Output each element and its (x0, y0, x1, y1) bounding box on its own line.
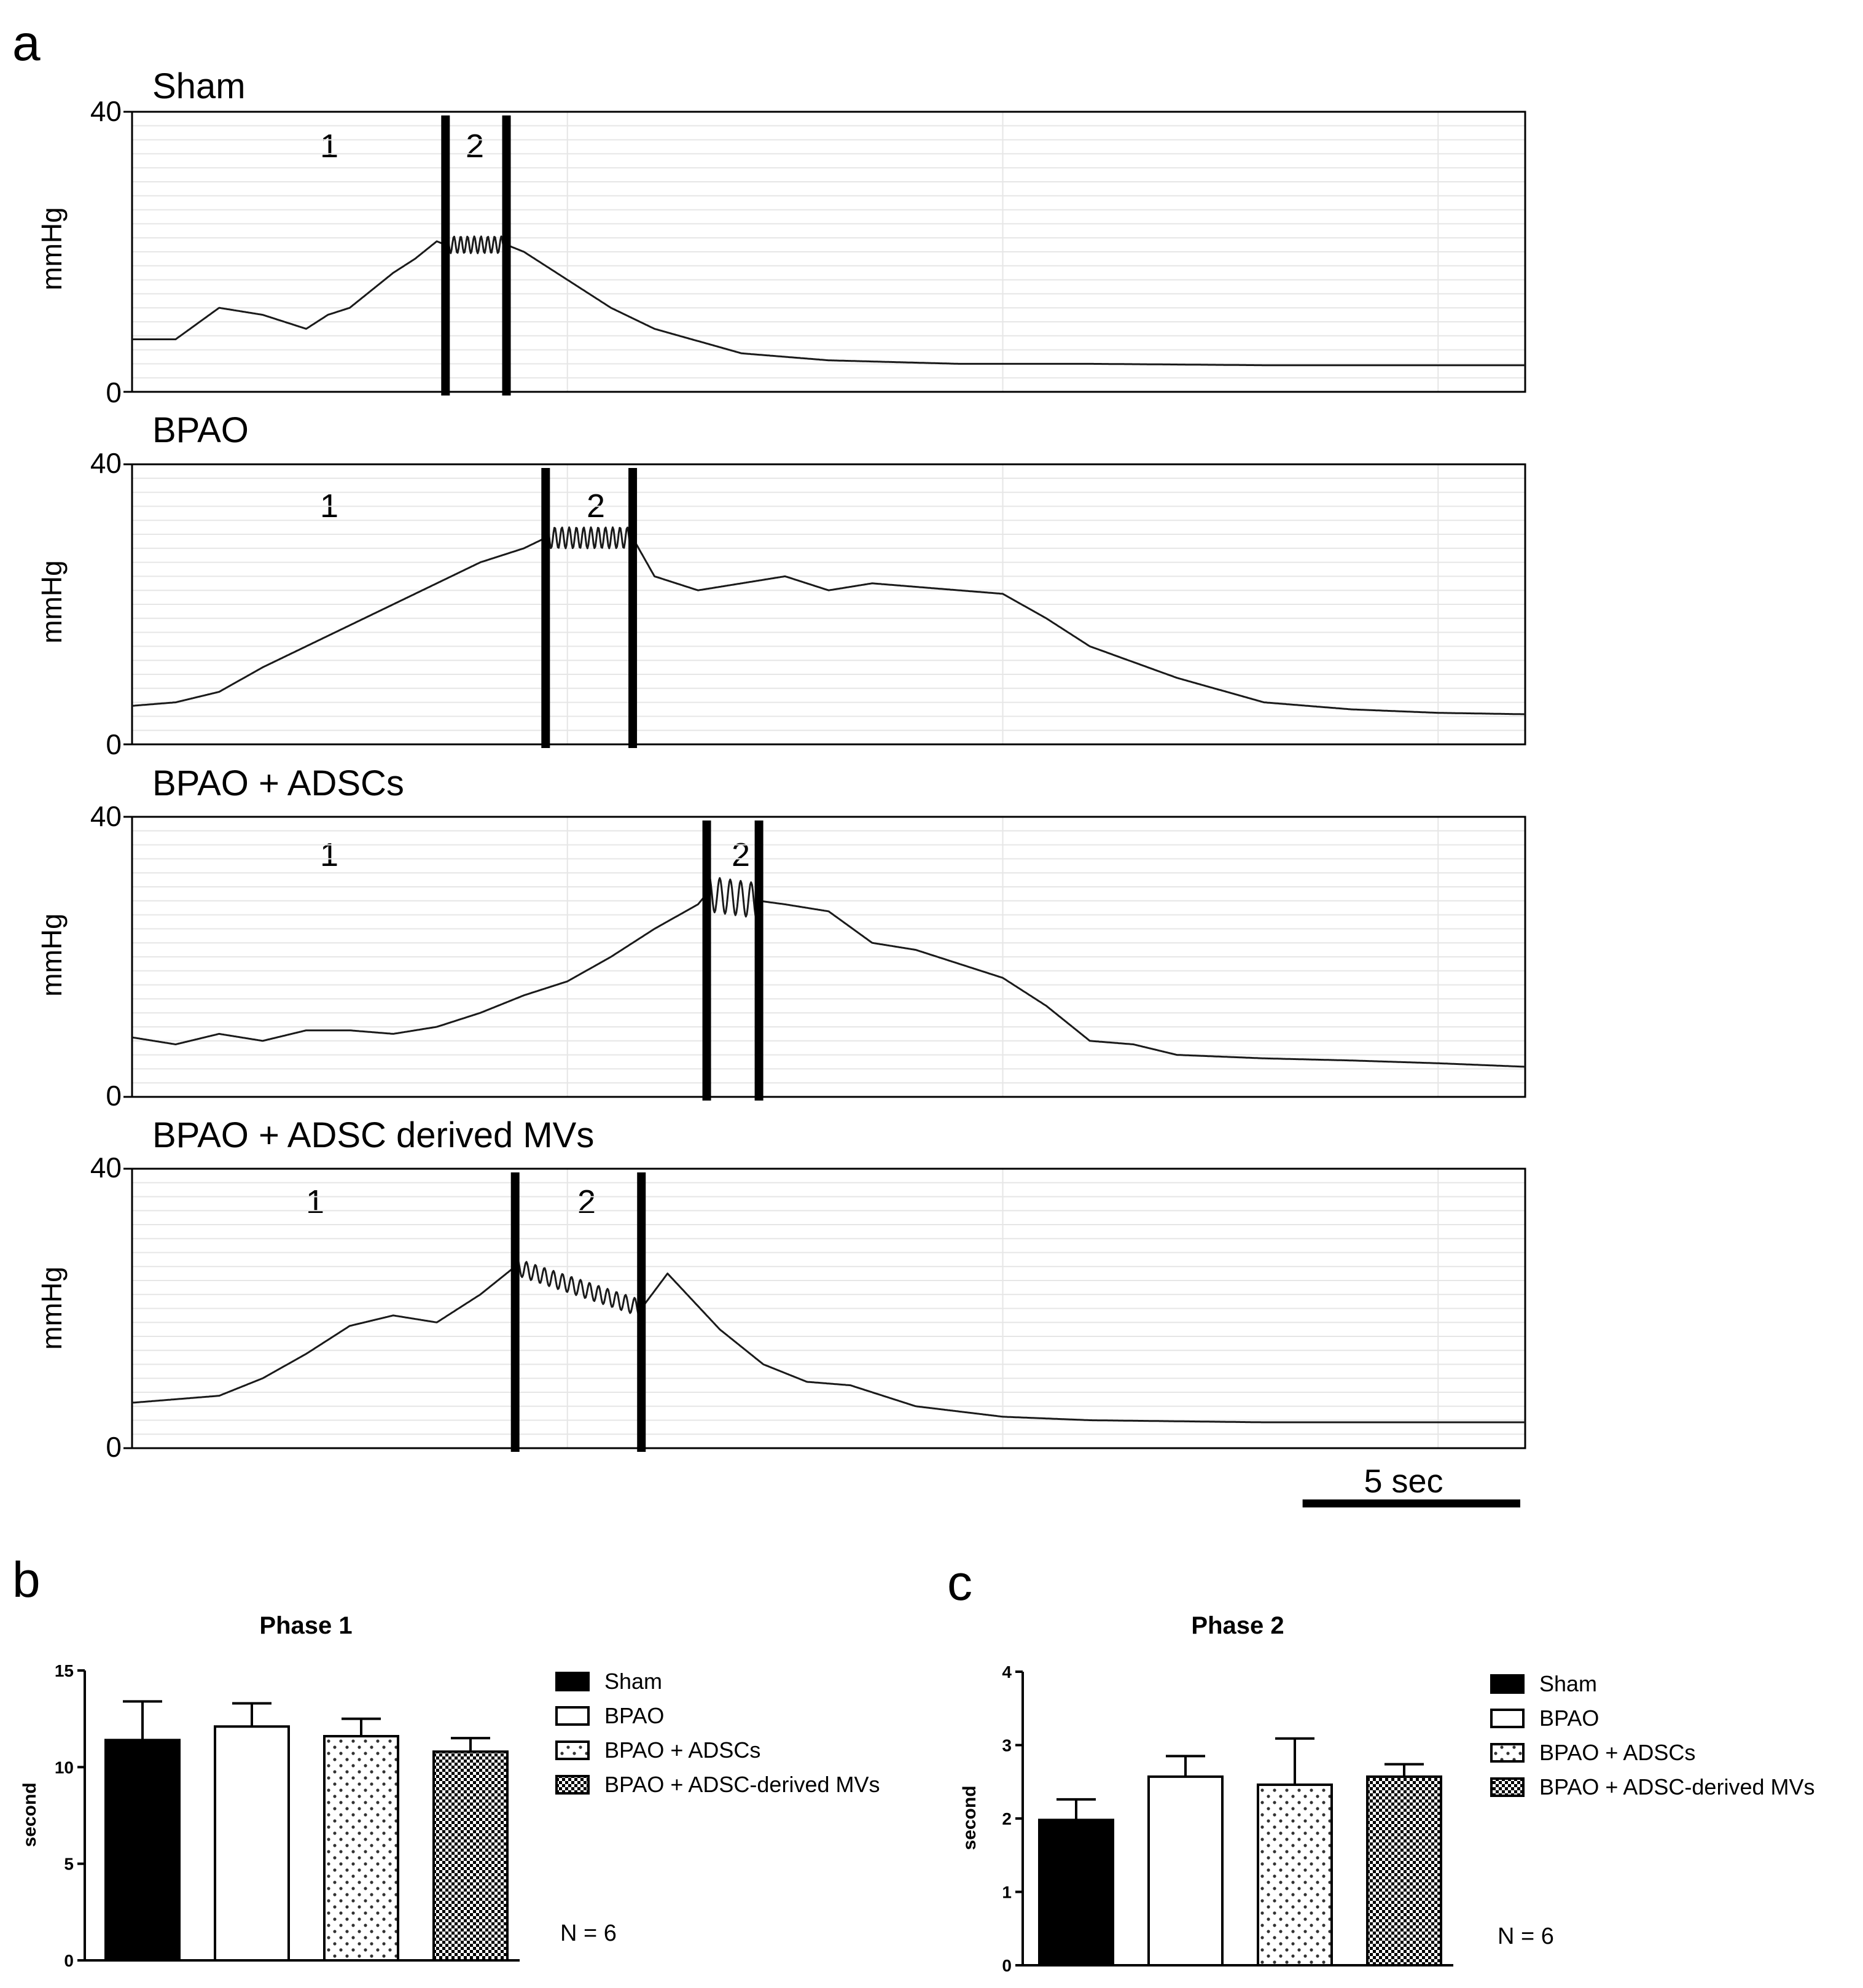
phase2-label: 2 (577, 1183, 596, 1220)
legend-swatch (555, 1740, 590, 1760)
y-tick-max: 40 (90, 447, 122, 479)
trace-panel-3: BPAO + ADSCs 40 0 mmHg 1 2 (36, 763, 750, 1112)
y-tick-label: 2 (1002, 1809, 1012, 1828)
trace-title: BPAO (152, 410, 249, 450)
trace-title: Sham (152, 66, 246, 106)
y-tick-zero: 0 (106, 376, 122, 408)
trace-panel-2: BPAO 40 0 mmHg 1 2 (36, 410, 605, 760)
phase2-label: 2 (466, 128, 484, 165)
trace-plot-2 (123, 463, 1526, 748)
legend-swatch (555, 1672, 590, 1691)
legend-label: Sham (1539, 1671, 1597, 1696)
bar-3 (323, 1734, 399, 1962)
y-tick-max: 40 (90, 800, 122, 832)
legend-label: Sham (604, 1669, 662, 1694)
y-tick-zero: 0 (106, 1080, 122, 1112)
legend-swatch (1490, 1777, 1525, 1797)
y-axis-label: mmHg (36, 1266, 68, 1349)
bar-4 (432, 1750, 509, 1962)
legend-label: BPAO (604, 1703, 664, 1728)
plot-frame (131, 1167, 1526, 1449)
bar-2 (1147, 1775, 1224, 1967)
trace-panel-1: Sham 40 0 mmHg 1 2 (36, 66, 484, 408)
pressure-trace (131, 1258, 1526, 1424)
bar-chart-c-marks: 0 1 2 3 4 Sham BPAO BPAO + ADSCs BPAO + ADSC-der… (1002, 1663, 1814, 1975)
y-tick-zero: 0 (106, 1431, 122, 1463)
panel-b-letter: b (12, 1552, 41, 1608)
y-tick-max: 40 (90, 1152, 122, 1183)
y-tick-label: 0 (64, 1951, 74, 1970)
y-tick-label: 3 (1002, 1736, 1012, 1755)
legend-label: BPAO (1539, 1705, 1599, 1731)
trace-plot-1 (123, 111, 1526, 396)
plot-frame (131, 816, 1526, 1098)
legend-label: BPAO + ADSC-derived MVs (604, 1772, 880, 1797)
bar-chart-phase1: b Phase 1 second N = 6 (12, 1552, 617, 1946)
legend-swatch (1490, 1674, 1525, 1694)
panel-c-letter: c (947, 1555, 972, 1611)
phase2-label: 2 (732, 836, 750, 873)
scale-bar-label: 5 sec (1364, 1463, 1443, 1500)
trace-plot-4 (123, 1167, 1526, 1452)
phase1-label: 1 (306, 1183, 324, 1220)
pressure-trace (131, 235, 1526, 367)
y-tick-label: 10 (55, 1758, 74, 1777)
y-axis-label: second (20, 1782, 40, 1847)
bar-2 (214, 1725, 290, 1962)
bar-chart-b-marks: 0 5 10 15 Sham BPAO BPAO + ADSCs BPAO + ADSC-de… (55, 1661, 880, 1970)
pressure-trace (131, 526, 1526, 715)
y-tick-label: 0 (1002, 1956, 1012, 1975)
trace-title: BPAO + ADSCs (152, 763, 404, 803)
panel-a-letter: a (12, 15, 41, 71)
y-tick-label: 15 (55, 1661, 74, 1680)
bar-3 (1257, 1783, 1333, 1967)
legend-swatch (555, 1775, 590, 1795)
y-axis-label: mmHg (36, 913, 68, 996)
y-axis-label: second (959, 1785, 980, 1850)
y-tick-label: 1 (1002, 1883, 1012, 1902)
legend-swatch (1490, 1743, 1525, 1763)
y-tick-label: 5 (64, 1855, 74, 1874)
y-axis-label: mmHg (36, 560, 68, 643)
plot-frame (131, 111, 1526, 393)
legend-swatch (555, 1706, 590, 1726)
legend-label: BPAO + ADSCs (1539, 1740, 1695, 1765)
y-tick-label: 4 (1002, 1663, 1012, 1682)
y-axis-label: mmHg (36, 207, 68, 290)
trace-plot-3 (123, 816, 1526, 1101)
legend-swatch (1490, 1709, 1525, 1728)
chart-title: Phase 2 (1191, 1612, 1284, 1639)
bar-4 (1366, 1775, 1442, 1967)
legend-label: BPAO + ADSC-derived MVs (1539, 1774, 1815, 1799)
n-label: N = 6 (1498, 1924, 1554, 1949)
pressure-trace (131, 876, 1526, 1068)
bar-1 (104, 1739, 181, 1962)
chart-title: Phase 1 (259, 1612, 352, 1639)
phase1-label: 1 (320, 128, 338, 165)
n-label: N = 6 (560, 1920, 617, 1946)
phase1-label: 1 (320, 836, 338, 873)
bar-1 (1038, 1818, 1114, 1967)
legend-label: BPAO + ADSCs (604, 1737, 760, 1763)
y-tick-zero: 0 (106, 728, 122, 760)
trace-panel-4: BPAO + ADSC derived MVs 40 0 mmHg 1 2 (36, 1115, 596, 1463)
y-tick-max: 40 (90, 95, 122, 127)
bar-chart-phase2: c Phase 2 second N = 6 (947, 1555, 1554, 1949)
trace-title: BPAO + ADSC derived MVs (152, 1115, 594, 1155)
plot-frame (131, 463, 1526, 746)
